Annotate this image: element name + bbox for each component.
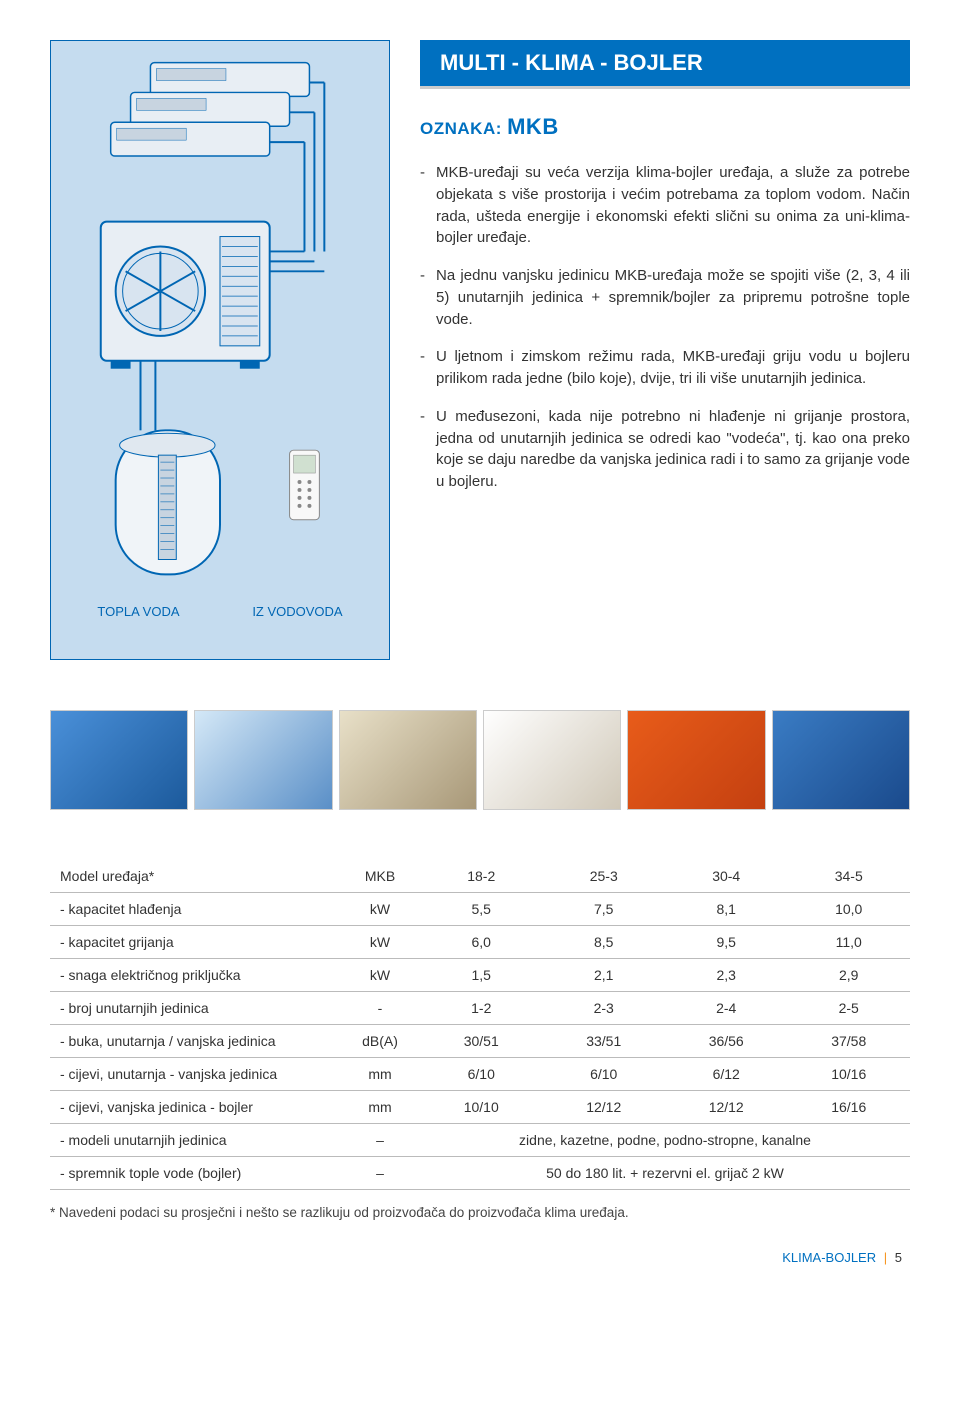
bullet-item: U međusezoni, kada nije potrebno ni hlađ… [420, 406, 910, 493]
table-cell: 8,1 [665, 893, 787, 926]
table-cell: - modeli unutarnjih jedinica [50, 1124, 340, 1157]
table-cell: 2,9 [787, 959, 910, 992]
table-cell: 2,1 [542, 959, 664, 992]
strip-image [339, 710, 477, 810]
strip-image [627, 710, 765, 810]
table-cell: 2-3 [542, 992, 664, 1025]
table-cell: 1-2 [420, 992, 542, 1025]
strip-image [772, 710, 910, 810]
bullet-item: U ljetnom i zimskom režimu rada, MKB-ure… [420, 346, 910, 390]
page-footer: KLIMA-BOJLER | 5 [50, 1250, 910, 1265]
table-cell: mm [340, 1058, 420, 1091]
table-cell: kW [340, 893, 420, 926]
table-row: - kapacitet hlađenjakW5,57,58,110,0 [50, 893, 910, 926]
table-cell: 37/58 [787, 1025, 910, 1058]
footer-page-number: 5 [895, 1250, 902, 1265]
table-cell: 7,5 [542, 893, 664, 926]
strip-image [483, 710, 621, 810]
table-cell: 5,5 [420, 893, 542, 926]
table-row: - kapacitet grijanjakW6,08,59,511,0 [50, 926, 910, 959]
hvac-schematic-svg [61, 51, 379, 591]
subtitle: OZNAKA: MKB [420, 114, 910, 140]
table-cell: - buka, unutarnja / vanjska jedinica [50, 1025, 340, 1058]
table-cell: 11,0 [787, 926, 910, 959]
table-header: 18-2 [420, 860, 542, 893]
table-header: Model uređaja* [50, 860, 340, 893]
diagram-label-left: TOPLA VODA [97, 604, 179, 619]
table-cell: 2-5 [787, 992, 910, 1025]
table-cell: 16/16 [787, 1091, 910, 1124]
table-row: - cijevi, vanjska jedinica - bojlermm10/… [50, 1091, 910, 1124]
footer-label: KLIMA-BOJLER [782, 1250, 876, 1265]
image-strip [50, 710, 910, 810]
table-cell: 10/10 [420, 1091, 542, 1124]
table-cell: 50 do 180 lit. + rezervni el. grijač 2 k… [420, 1157, 910, 1190]
table-cell: kW [340, 926, 420, 959]
description-list: MKB-uređaji su veća verzija klima-bojler… [420, 162, 910, 493]
table-cell: - cijevi, unutarnja - vanjska jedinica [50, 1058, 340, 1091]
table-cell: zidne, kazetne, podne, podno-stropne, ka… [420, 1124, 910, 1157]
footnote: * Navedeni podaci su prosječni i nešto s… [50, 1205, 910, 1220]
table-cell: 6/10 [542, 1058, 664, 1091]
table-cell: 12/12 [542, 1091, 664, 1124]
table-cell: - kapacitet hlađenja [50, 893, 340, 926]
table-cell: 10,0 [787, 893, 910, 926]
table-cell: 30/51 [420, 1025, 542, 1058]
table-row: - spremnik tople vode (bojler)–50 do 180… [50, 1157, 910, 1190]
table-cell: 1,5 [420, 959, 542, 992]
table-header: 34-5 [787, 860, 910, 893]
spec-table: Model uređaja* MKB 18-2 25-3 30-4 34-5 -… [50, 860, 910, 1190]
table-header: 25-3 [542, 860, 664, 893]
table-cell: dB(A) [340, 1025, 420, 1058]
table-cell: mm [340, 1091, 420, 1124]
bullet-item: MKB-uređaji su veća verzija klima-bojler… [420, 162, 910, 249]
strip-image [50, 710, 188, 810]
table-cell: 2-4 [665, 992, 787, 1025]
table-cell: - snaga električnog priključka [50, 959, 340, 992]
subtitle-code: MKB [507, 114, 559, 139]
table-cell: 6/10 [420, 1058, 542, 1091]
table-cell: 9,5 [665, 926, 787, 959]
table-cell: - [340, 992, 420, 1025]
table-cell: 12/12 [665, 1091, 787, 1124]
table-cell: - broj unutarnjih jedinica [50, 992, 340, 1025]
system-diagram: TOPLA VODA IZ VODOVODA [50, 40, 390, 660]
table-cell: kW [340, 959, 420, 992]
table-row: - snaga električnog priključkakW1,52,12,… [50, 959, 910, 992]
table-cell: 6/12 [665, 1058, 787, 1091]
diagram-label-right: IZ VODOVODA [252, 604, 342, 619]
table-header: 30-4 [665, 860, 787, 893]
table-cell: 36/56 [665, 1025, 787, 1058]
table-cell: – [340, 1157, 420, 1190]
table-cell: 8,5 [542, 926, 664, 959]
table-cell: - spremnik tople vode (bojler) [50, 1157, 340, 1190]
table-row: - cijevi, unutarnja - vanjska jedinicamm… [50, 1058, 910, 1091]
footer-separator: | [884, 1250, 887, 1265]
table-cell: – [340, 1124, 420, 1157]
table-cell: 6,0 [420, 926, 542, 959]
table-cell: 33/51 [542, 1025, 664, 1058]
table-header: MKB [340, 860, 420, 893]
table-cell: 10/16 [787, 1058, 910, 1091]
bullet-item: Na jednu vanjsku jedinicu MKB-uređaja mo… [420, 265, 910, 330]
table-row: - broj unutarnjih jedinica-1-22-32-42-5 [50, 992, 910, 1025]
table-cell: - cijevi, vanjska jedinica - bojler [50, 1091, 340, 1124]
table-row: - modeli unutarnjih jedinica–zidne, kaze… [50, 1124, 910, 1157]
table-cell: - kapacitet grijanja [50, 926, 340, 959]
table-cell: 2,3 [665, 959, 787, 992]
table-row: - buka, unutarnja / vanjska jedinicadB(A… [50, 1025, 910, 1058]
subtitle-prefix: OZNAKA: [420, 119, 507, 138]
table-header-row: Model uređaja* MKB 18-2 25-3 30-4 34-5 [50, 860, 910, 893]
title-banner: MULTI - KLIMA - BOJLER [420, 40, 910, 89]
strip-image [194, 710, 332, 810]
